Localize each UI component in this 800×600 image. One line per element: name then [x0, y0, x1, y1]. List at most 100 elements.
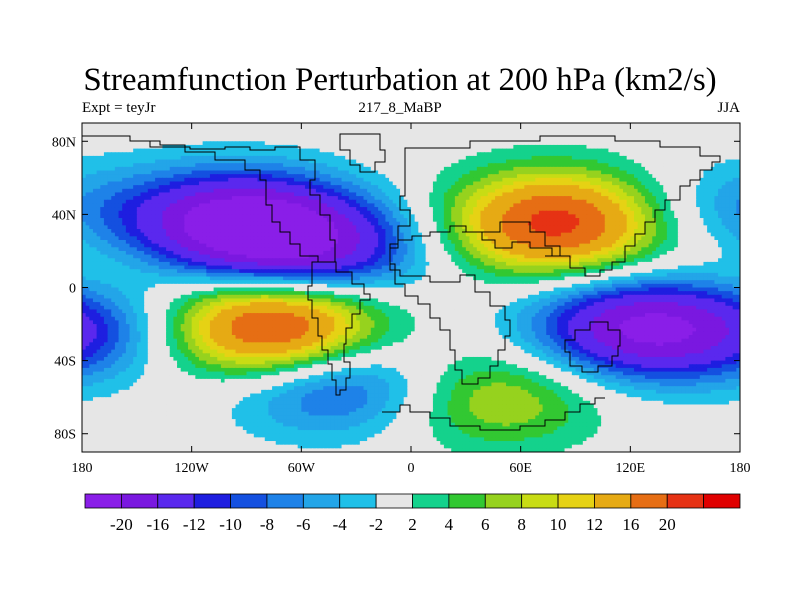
field-cell: [582, 192, 588, 197]
field-cell: [736, 210, 740, 215]
field-cell: [378, 192, 383, 197]
field-cell: [312, 218, 317, 223]
field-cell: [315, 174, 321, 179]
field-cell: [436, 196, 441, 201]
field-cell: [432, 196, 438, 201]
field-cell: [506, 192, 511, 197]
field-cell: [608, 207, 613, 212]
field-cell: [195, 174, 200, 179]
field-cell: [217, 199, 222, 205]
field-cell: [729, 155, 734, 161]
field-cell: [107, 148, 112, 153]
field-cell: [630, 152, 635, 157]
field-cell: [166, 192, 171, 197]
field-cell: [246, 181, 251, 186]
field-cell: [593, 192, 599, 197]
field-cell: [220, 174, 226, 179]
field-cell: [370, 203, 376, 208]
field-cell: [440, 181, 445, 186]
field-cell: [92, 126, 98, 131]
field-cell: [114, 141, 120, 146]
field-cell: [213, 170, 218, 175]
field-cell: [169, 214, 174, 219]
field-cell: [491, 192, 496, 197]
field-cell: [275, 188, 280, 194]
field-cell: [557, 188, 562, 194]
field-cell: [345, 170, 350, 175]
field-cell: [487, 192, 493, 197]
field-cell: [666, 177, 672, 183]
field-cell: [231, 210, 237, 215]
field-cell: [546, 207, 551, 212]
field-cell: [206, 188, 211, 194]
field-cell: [326, 133, 332, 139]
field-cell: [553, 159, 558, 164]
field-cell: [608, 199, 613, 205]
field-cell: [652, 181, 657, 186]
field-cell: [725, 214, 730, 219]
field-cell: [125, 181, 131, 186]
field-cell: [239, 126, 244, 131]
field-cell: [173, 148, 178, 153]
field-cell: [206, 192, 211, 197]
field-cell: [685, 210, 690, 215]
field-cell: [82, 174, 87, 179]
field-cell: [718, 144, 723, 150]
field-cell: [370, 218, 376, 223]
field-cell: [414, 130, 419, 135]
field-cell: [147, 207, 153, 212]
field-cell: [345, 141, 350, 146]
field-cell: [177, 155, 182, 161]
field-cell: [367, 207, 372, 212]
field-cell: [341, 126, 346, 131]
field-cell: [239, 214, 244, 219]
field-cell: [414, 126, 419, 131]
field-cell: [440, 170, 445, 175]
field-cell: [560, 163, 566, 168]
field-cell: [630, 185, 635, 190]
field-cell: [509, 155, 514, 161]
field-cell: [283, 137, 288, 142]
field-cell: [527, 130, 533, 135]
field-cell: [432, 144, 438, 150]
field-cell: [498, 218, 503, 223]
field-cell: [542, 123, 547, 128]
field-cell: [685, 123, 690, 128]
field-cell: [173, 130, 178, 135]
field-cell: [612, 148, 617, 153]
field-cell: [538, 214, 544, 219]
field-cell: [381, 155, 387, 161]
field-cell: [114, 177, 120, 183]
field-cell: [480, 185, 485, 190]
field-cell: [103, 221, 109, 226]
field-cell: [389, 185, 394, 190]
field-cell: [323, 207, 328, 212]
field-cell: [341, 163, 346, 168]
field-cell: [151, 181, 156, 186]
field-cell: [345, 177, 350, 183]
field-cell: [604, 177, 609, 183]
field-cell: [125, 203, 131, 208]
field-cell: [674, 123, 679, 128]
field-cell: [685, 137, 690, 142]
field-cell: [334, 170, 339, 175]
field-cell: [323, 152, 328, 157]
field-cell: [568, 159, 573, 164]
field-cell: [465, 221, 471, 226]
field-cell: [151, 148, 156, 153]
field-cell: [630, 214, 635, 219]
field-cell: [648, 210, 653, 215]
field-cell: [451, 196, 456, 201]
field-cell: [326, 192, 332, 197]
field-cell: [268, 170, 273, 175]
field-cell: [641, 123, 646, 128]
field-cell: [659, 192, 664, 197]
field-cell: [367, 188, 372, 194]
field-cell: [275, 148, 280, 153]
field-cell: [272, 196, 277, 201]
field-cell: [637, 199, 642, 205]
field-cell: [184, 221, 189, 226]
field-cell: [560, 166, 566, 172]
field-cell: [345, 137, 350, 142]
field-cell: [184, 196, 189, 201]
